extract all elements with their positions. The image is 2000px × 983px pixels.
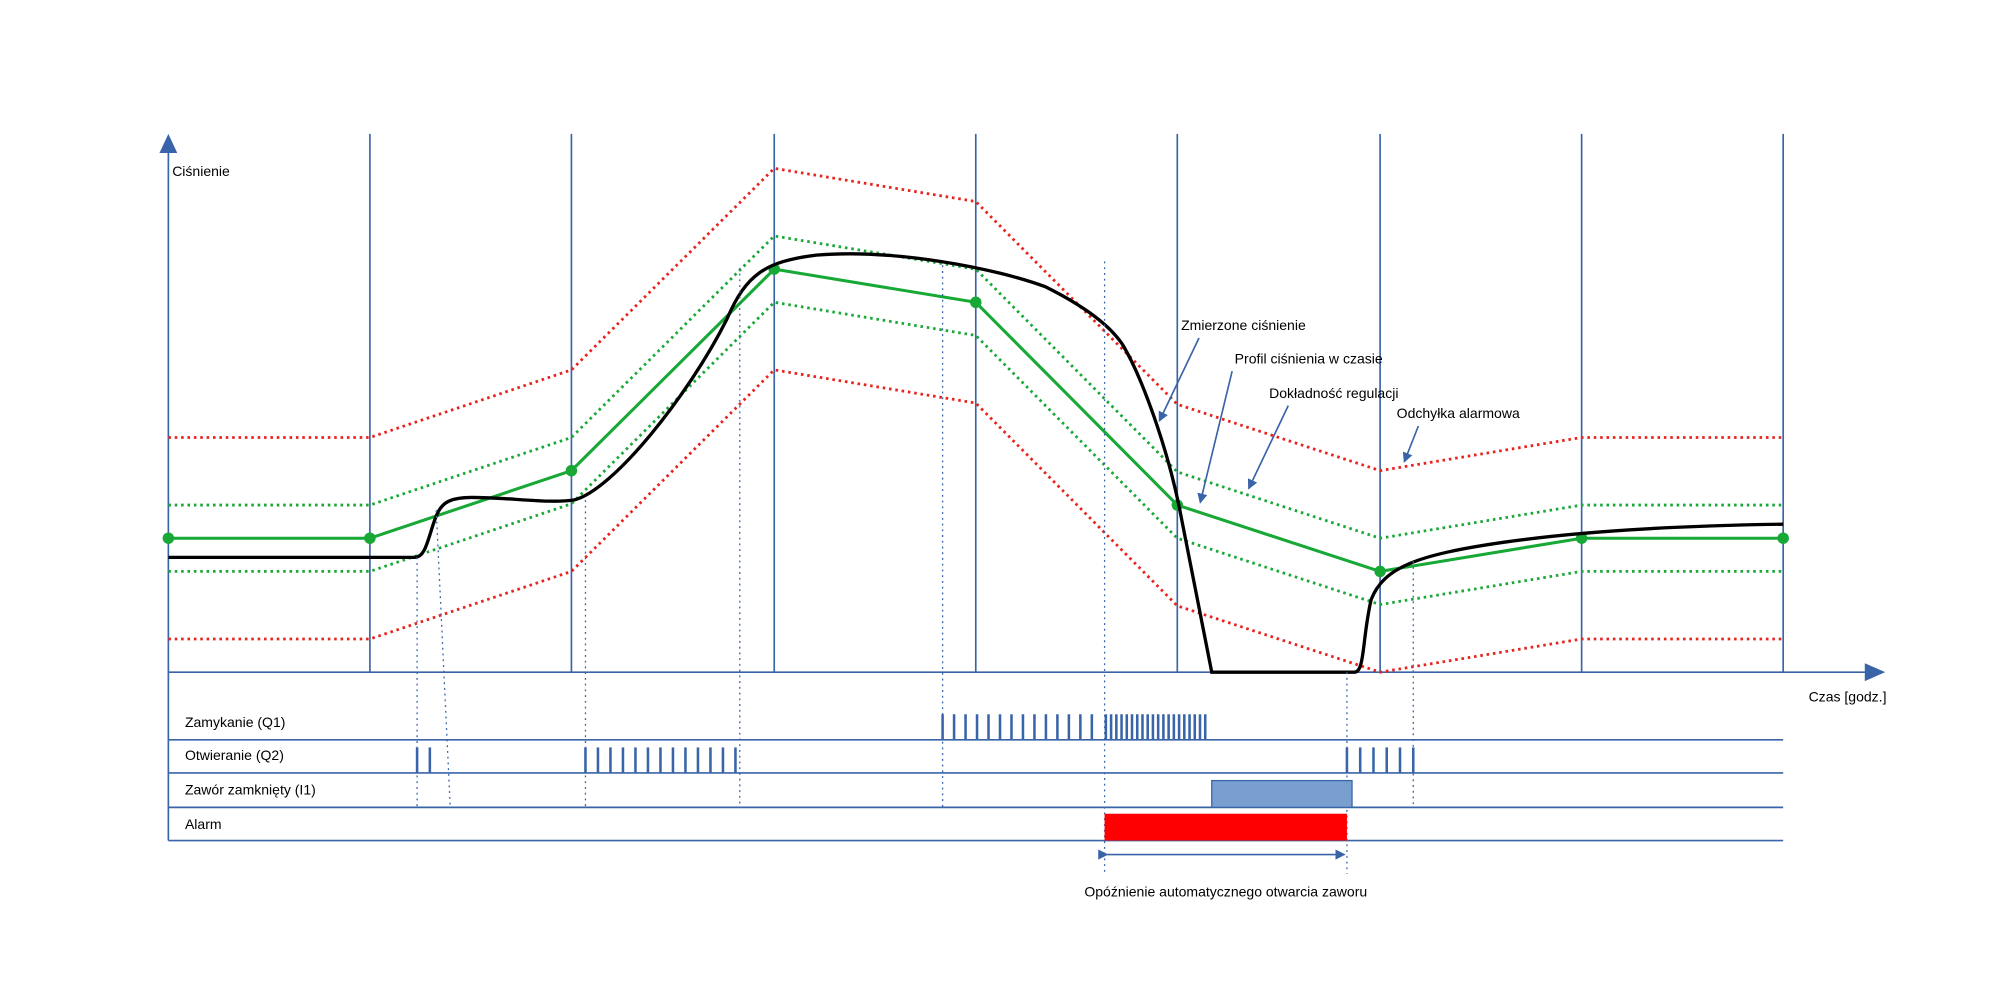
delay-label: Opóźnienie automatycznego otwarcia zawor… [1084,884,1367,900]
y-arrow [159,133,178,154]
annotation: Zmierzone ciśnienie [1181,317,1306,333]
signal-label: Otwieranie (Q2) [185,747,284,763]
profile-point [970,296,982,309]
x-arrow [1864,663,1886,682]
guide [435,510,451,808]
profile-point [1777,532,1789,544]
annotation: Odchyłka alarmowa [1397,405,1520,421]
signal-label: Alarm [185,816,222,832]
annotation-arrow [1158,337,1200,423]
annotation: Profil ciśnienia w czasie [1235,350,1383,366]
alarm-bar [1104,813,1347,841]
x-label: Czas [godz.] [1809,688,1887,704]
annotation: Dokładność regulacji [1269,385,1398,401]
profile-points [162,263,1789,578]
pulses [415,714,1415,773]
time-grid [369,133,1784,673]
annotation-arrow [1247,405,1290,490]
valve-closed-bar [1211,779,1353,809]
profile-point [1374,565,1386,578]
signal-label: Zawór zamknięty (I1) [185,781,316,797]
profile-point [565,464,578,477]
profile-point [364,532,376,544]
annotation-arrow [1197,370,1233,504]
measured-pressure [168,252,1784,674]
signal-label: Zamykanie (Q1) [185,714,285,730]
y-label: Ciśnienie [172,163,230,179]
profile-point [1575,532,1588,544]
annotation-arrow [1402,425,1420,463]
profile-point [162,532,175,544]
